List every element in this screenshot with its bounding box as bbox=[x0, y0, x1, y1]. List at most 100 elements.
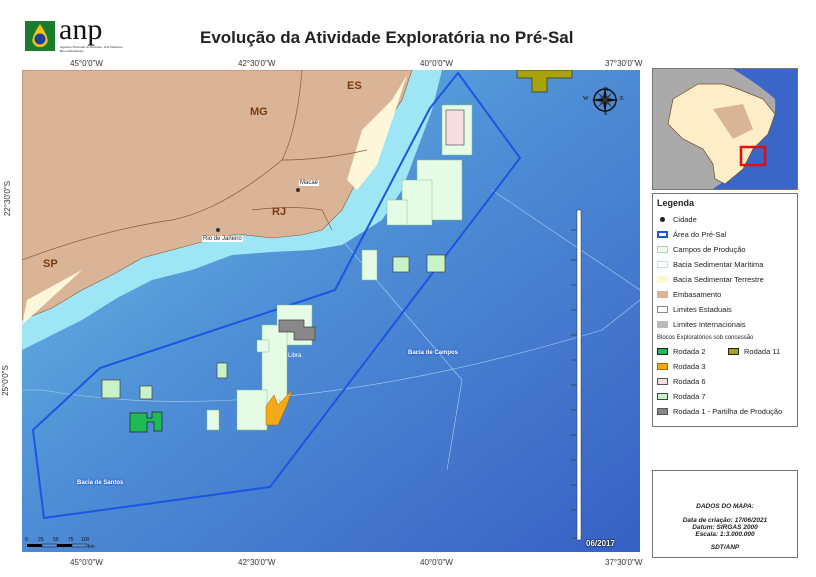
block-label-libra: Libra bbox=[288, 353, 302, 359]
scale-tick: 100 bbox=[81, 537, 90, 543]
swatch-icon bbox=[657, 348, 668, 355]
timeline-bar bbox=[576, 209, 582, 541]
city-macae-marker bbox=[296, 188, 300, 192]
lon-label: 45°0'0"W bbox=[70, 59, 103, 68]
legend-label: Rodada 11 bbox=[744, 347, 781, 356]
lon-label: 37°30'0"W bbox=[605, 558, 643, 567]
legend-item-rodada-11: Rodada 11 bbox=[728, 347, 780, 356]
lon-label: 45°0'0"W bbox=[70, 558, 103, 567]
compass-e: E bbox=[620, 96, 624, 102]
legend-item-pre-sal: Área do Pré-Sal bbox=[653, 227, 797, 242]
production-fields[interactable] bbox=[206, 104, 473, 431]
legend-label: Rodada 6 bbox=[673, 377, 706, 386]
swatch-icon bbox=[657, 363, 668, 370]
city-rio-marker bbox=[216, 228, 220, 232]
logo-text: anp bbox=[59, 13, 103, 46]
legend-label: Rodada 3 bbox=[673, 362, 706, 371]
lat-label: 25°0'0"S bbox=[0, 365, 10, 396]
compass-s: S bbox=[604, 111, 608, 117]
state-boundaries bbox=[22, 70, 368, 261]
swatch-icon bbox=[657, 231, 668, 238]
lon-label: 37°30'0"W bbox=[605, 59, 643, 68]
legend-item-limites-internacionais: Limites Internacionais bbox=[653, 317, 797, 332]
basin-boundary bbox=[341, 189, 640, 471]
legend-item-rodada-7: Rodada 7 bbox=[653, 389, 797, 404]
scale-tick: 0 bbox=[25, 537, 28, 543]
legend-label: Embasamento bbox=[673, 290, 722, 299]
block-rodada-7[interactable] bbox=[216, 362, 228, 379]
block-rodada-3[interactable] bbox=[265, 389, 293, 426]
legend: Legenda Cidade Área do Pré-Sal Campos de… bbox=[652, 193, 798, 427]
scale-tick: 50 bbox=[53, 537, 59, 543]
map-info-created: Data de criação: 17/06/2021 bbox=[682, 517, 768, 524]
block-rodada-2[interactable] bbox=[129, 411, 163, 433]
legend-title: Legenda bbox=[657, 198, 695, 208]
state-label-mg: MG bbox=[250, 106, 268, 118]
lon-label: 40°0'0"W bbox=[420, 59, 453, 68]
scale-bar bbox=[27, 543, 88, 548]
swatch-icon bbox=[657, 261, 668, 268]
legend-item-limites-estaduais: Limites Estaduais bbox=[653, 302, 797, 317]
city-label-macae: Macaé bbox=[299, 180, 320, 186]
swatch-icon bbox=[657, 321, 668, 328]
legend-item-bacia-maritima: Bacia Sedimentar Marítima bbox=[653, 257, 797, 272]
map-info-datum: Datum: SIRGAS 2000 bbox=[692, 524, 758, 531]
map-info-box: DADOS DO MAPA: Data de criação: 17/06/20… bbox=[652, 470, 798, 558]
locator-inset-map bbox=[652, 68, 798, 190]
legend-label: Cidade bbox=[673, 215, 697, 224]
block-rodada-6[interactable] bbox=[445, 109, 465, 146]
legend-item-rodada-6: Rodada 6 bbox=[653, 374, 797, 389]
legend-item-cidade: Cidade bbox=[653, 212, 797, 227]
scale-unit: km bbox=[88, 544, 95, 550]
block-libra-partilha[interactable] bbox=[278, 319, 316, 341]
terrestrial-basin bbox=[22, 270, 82, 325]
timeline-ticks bbox=[571, 229, 577, 539]
logo-subtitle: Agência Nacional do Petróleo, Gás Natura… bbox=[60, 45, 124, 53]
legend-blocks-title: Blocos Exploratórios sob concessão bbox=[657, 335, 754, 341]
legend-item-campos: Campos de Produção bbox=[653, 242, 797, 257]
state-label-sp: SP bbox=[43, 258, 58, 270]
lon-label: 42°30'0"W bbox=[238, 558, 276, 567]
swatch-icon bbox=[728, 348, 739, 355]
anp-logo: anp Agência Nacional do Petróleo, Gás Na… bbox=[25, 13, 123, 56]
legend-label: Rodada 2 bbox=[673, 347, 706, 356]
legend-item-bacia-terrestre: Bacia Sedimentar Terrestre bbox=[653, 272, 797, 287]
compass-n: N bbox=[604, 87, 609, 93]
legend-label: Bacia Sedimentar Terrestre bbox=[673, 275, 764, 284]
main-map[interactable] bbox=[22, 70, 640, 552]
basin-boundary bbox=[22, 299, 640, 402]
scale-tick: 75 bbox=[68, 537, 74, 543]
legend-item-rodada-2: Rodada 2 Rodada 11 bbox=[653, 344, 797, 359]
block-rodada-7[interactable] bbox=[426, 254, 446, 273]
swatch-icon bbox=[657, 408, 668, 415]
city-label-rio: Rio de Janeiro bbox=[202, 236, 243, 242]
block-rodada-7[interactable] bbox=[101, 379, 121, 399]
legend-label: Rodada 7 bbox=[673, 392, 706, 401]
basin-label-santos: Bacia de Santos bbox=[77, 480, 124, 486]
terrestrial-basin bbox=[347, 75, 407, 190]
swatch-icon bbox=[657, 378, 668, 385]
swatch-icon bbox=[657, 291, 668, 298]
scale-tick: 25 bbox=[38, 537, 44, 543]
block-rodada-7[interactable] bbox=[139, 385, 153, 400]
legend-label: Bacia Sedimentar Marítima bbox=[673, 260, 764, 269]
legend-label: Limites Internacionais bbox=[673, 320, 746, 329]
city-dot-icon bbox=[660, 217, 665, 222]
swatch-icon bbox=[657, 393, 668, 400]
swatch-icon bbox=[657, 306, 668, 313]
swatch-icon bbox=[657, 276, 668, 283]
legend-item-embasamento: Embasamento bbox=[653, 287, 797, 302]
date-stamp: 06/2017 bbox=[586, 539, 615, 548]
state-label-rj: RJ bbox=[272, 206, 287, 218]
lat-label: 22°30'0"S bbox=[3, 180, 13, 217]
map-info-title: DADOS DO MAPA: bbox=[696, 503, 754, 510]
block-rodada-11[interactable] bbox=[516, 70, 573, 93]
compass-w: W bbox=[583, 96, 589, 102]
legend-item-partilha: Rodada 1 - Partilha de Produção bbox=[653, 404, 797, 419]
map-info-scale: Escala: 1:3.000.000 bbox=[695, 531, 755, 538]
legend-item-rodada-3: Rodada 3 bbox=[653, 359, 797, 374]
block-rodada-7[interactable] bbox=[392, 256, 410, 273]
lon-label: 42°30'0"W bbox=[238, 59, 276, 68]
legend-label: Limites Estaduais bbox=[673, 305, 732, 314]
